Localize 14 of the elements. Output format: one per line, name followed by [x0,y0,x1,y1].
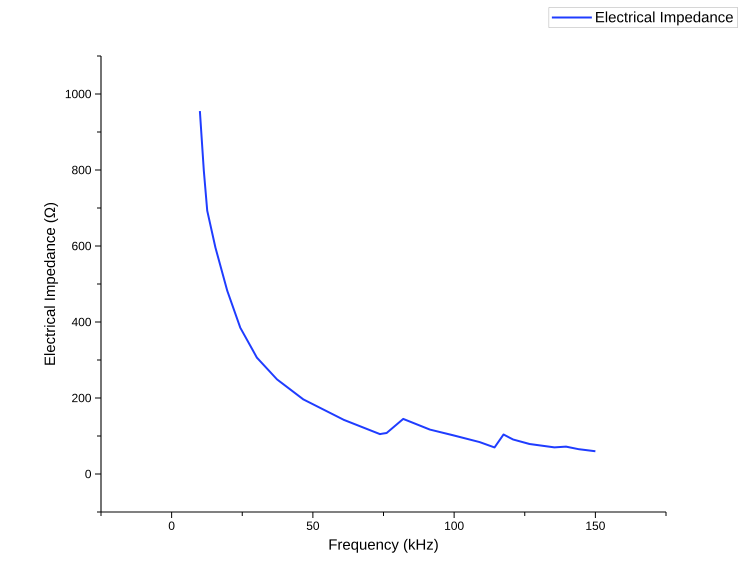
x-tick-label: 50 [306,522,320,530]
line-series [198,110,596,452]
legend-label: Electrical Impedance [596,11,733,26]
y-axis-title: Electrical Impedance (Ω) [44,202,58,365]
x-axis-title: Frequency (kHz) [330,538,438,553]
x-tick-label: 150 [586,522,605,530]
y-tick-label: 800 [72,166,92,174]
y-tick-label: 0 [85,470,92,478]
x-tick-label: 100 [445,522,464,530]
y-tick-label: 200 [72,394,92,402]
x-tick-label: 0 [168,522,174,530]
y-tick-label: 1000 [66,90,92,98]
y-tick-label: 400 [72,318,92,326]
y-tick-label: 600 [72,242,92,250]
